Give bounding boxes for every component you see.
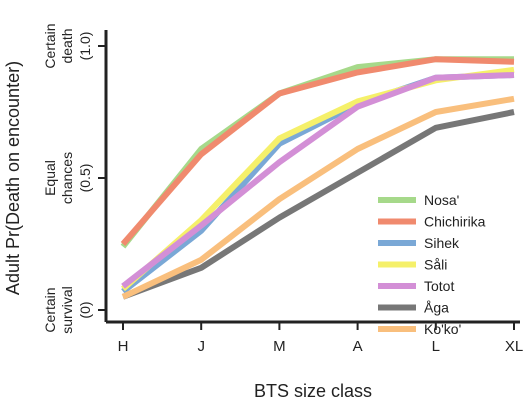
series-line-4 — [121, 72, 515, 289]
series-line-6 — [121, 95, 515, 300]
legend-label: Totot — [424, 278, 454, 294]
x-tick-label: H — [118, 338, 129, 355]
y-level-number: (0) — [77, 301, 93, 318]
y-level-label: Equalchances — [42, 152, 75, 204]
legend-label: Ko'ko' — [424, 321, 461, 337]
y-level-number: (1.0) — [77, 32, 93, 61]
x-tick-label: M — [273, 338, 286, 355]
x-tick-label: A — [353, 338, 363, 355]
y-axis-title: Adult Pr(Death on encounter) — [3, 61, 23, 295]
x-tick-label: J — [197, 338, 205, 355]
x-tick-label: XL — [505, 338, 523, 355]
y-level-number: (0.5) — [77, 164, 93, 193]
x-axis-title: BTS size class — [254, 381, 372, 401]
y-level-label: Certainsurvival — [42, 286, 75, 333]
series-line-1 — [120, 56, 515, 246]
legend-label: Nosa' — [424, 192, 459, 208]
legend: Nosa' Chichirika Sihek Såli Totot Åga Ko'ko' — [378, 192, 486, 337]
y-axis-levels: (0)Certainsurvival (0.5)Equalchances (1.0)… — [42, 23, 106, 334]
legend-label: Chichirika — [424, 214, 486, 230]
series-lines — [120, 56, 515, 300]
y-level-label: Certaindeath — [42, 23, 75, 68]
legend-label: Sihek — [424, 235, 460, 251]
series-line-5 — [121, 109, 515, 300]
x-tick-label: L — [432, 338, 440, 355]
legend-label: Åga — [424, 300, 449, 316]
legend-label: Såli — [424, 257, 447, 273]
x-axis-ticks: H J M A L XL — [118, 322, 523, 355]
